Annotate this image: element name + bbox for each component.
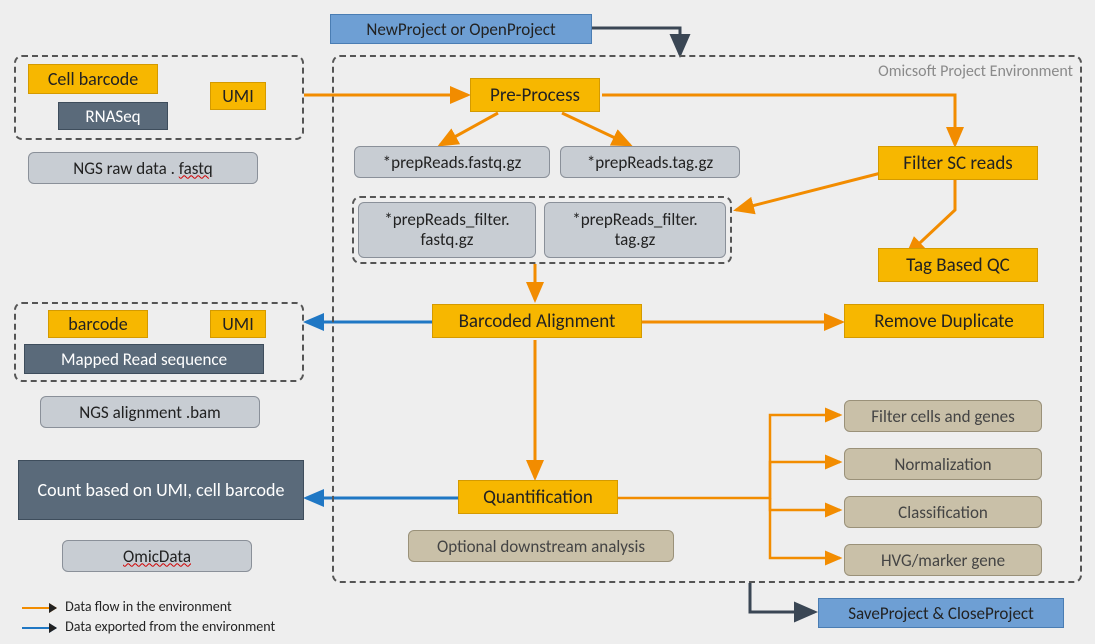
barcode: barcode <box>48 310 148 338</box>
cell-barcode: Cell barcode <box>28 64 158 94</box>
count-umi: Count based on UMI, cell barcode <box>18 460 304 520</box>
save-close-project: SaveProject & CloseProject <box>818 598 1064 628</box>
ngs-raw-text: NGS raw data . fastq <box>73 158 212 179</box>
optional-downstream: Optional downstream analysis <box>408 530 674 562</box>
prepreads-tag: *prepReads.tag.gz <box>560 146 740 178</box>
omicdata-text: OmicData <box>123 546 191 567</box>
classification: Classification <box>844 496 1042 528</box>
pre-process: Pre-Process <box>470 78 600 112</box>
prepreads-fastq: *prepReads.fastq.gz <box>354 146 550 178</box>
quantification: Quantification <box>458 480 618 514</box>
remove-duplicate: Remove Duplicate <box>844 304 1044 338</box>
barcoded-alignment: Barcoded Alignment <box>432 304 642 338</box>
env-label: Omicsoft Project Environment <box>878 62 1073 81</box>
ngs-alignment: NGS alignment .bam <box>40 396 260 428</box>
legend-export: Data exported from the environment <box>22 618 275 635</box>
omicdata: OmicData <box>62 540 252 572</box>
filter-sc-reads: Filter SC reads <box>878 146 1038 180</box>
filter-cells-genes: Filter cells and genes <box>844 400 1042 432</box>
prepreads-filter-tag: *prepReads_filter. tag.gz <box>544 202 726 258</box>
legend-export-text: Data exported from the environment <box>65 618 275 635</box>
prepreads-filter-fastq: *prepReads_filter. fastq.gz <box>358 202 536 258</box>
umi-1: UMI <box>210 82 266 110</box>
mapped-read: Mapped Read sequence <box>24 344 264 374</box>
umi-2: UMI <box>210 310 266 338</box>
tag-based-qc: Tag Based QC <box>878 248 1038 282</box>
hvg-marker-gene: HVG/marker gene <box>844 544 1042 576</box>
legend-flow-text: Data flow in the environment <box>65 598 231 615</box>
new-open-project: NewProject or OpenProject <box>330 14 592 44</box>
normalization: Normalization <box>844 448 1042 480</box>
rnaseq: RNASeq <box>58 102 168 130</box>
legend-flow: Data flow in the environment <box>22 598 232 615</box>
ngs-raw: NGS raw data . fastq <box>28 152 258 184</box>
